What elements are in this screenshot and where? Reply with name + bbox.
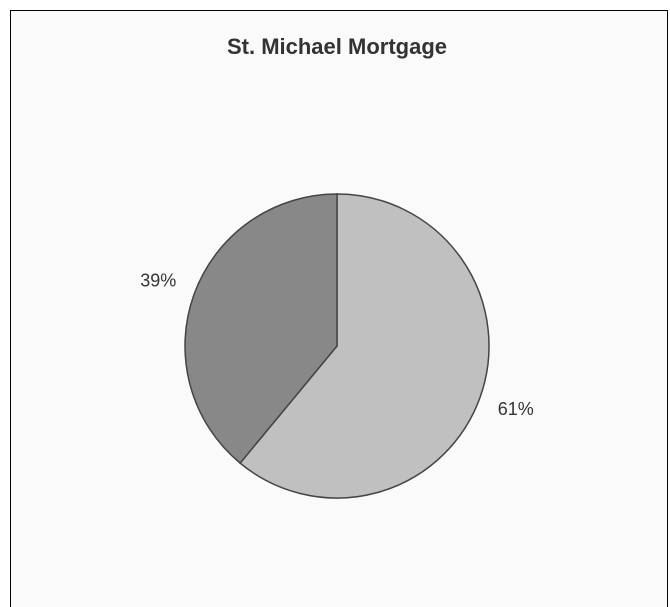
value-label: 39% xyxy=(140,270,176,290)
chart-title: St. Michael Mortgage xyxy=(227,34,447,59)
pie-slice xyxy=(239,193,490,499)
value-label: 61% xyxy=(498,399,534,419)
pie-slice xyxy=(184,193,338,465)
